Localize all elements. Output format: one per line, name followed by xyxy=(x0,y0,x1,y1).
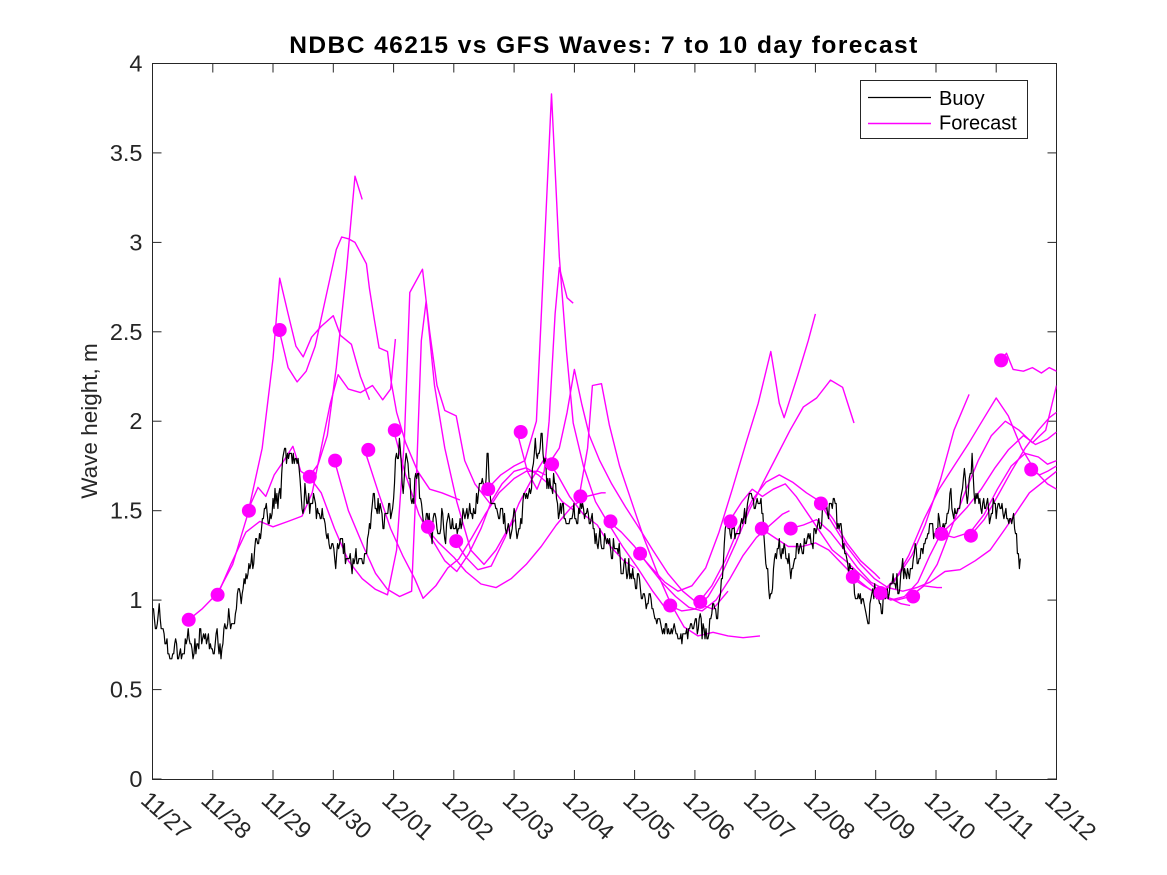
svg-text:1.5: 1.5 xyxy=(110,498,143,524)
svg-text:Buoy: Buoy xyxy=(939,88,985,110)
svg-text:Wave height, m: Wave height, m xyxy=(77,343,102,498)
svg-text:0: 0 xyxy=(129,766,142,792)
svg-text:NDBC 46215 vs GFS Waves: 7 to: NDBC 46215 vs GFS Waves: 7 to 10 day for… xyxy=(289,32,918,59)
svg-text:Forecast: Forecast xyxy=(939,113,1017,135)
svg-text:3.5: 3.5 xyxy=(110,140,143,166)
svg-text:2: 2 xyxy=(129,408,142,434)
svg-text:1: 1 xyxy=(129,587,142,613)
svg-text:0.5: 0.5 xyxy=(110,677,143,703)
svg-text:4: 4 xyxy=(129,51,142,77)
svg-text:2.5: 2.5 xyxy=(110,319,143,345)
svg-text:3: 3 xyxy=(129,229,142,255)
